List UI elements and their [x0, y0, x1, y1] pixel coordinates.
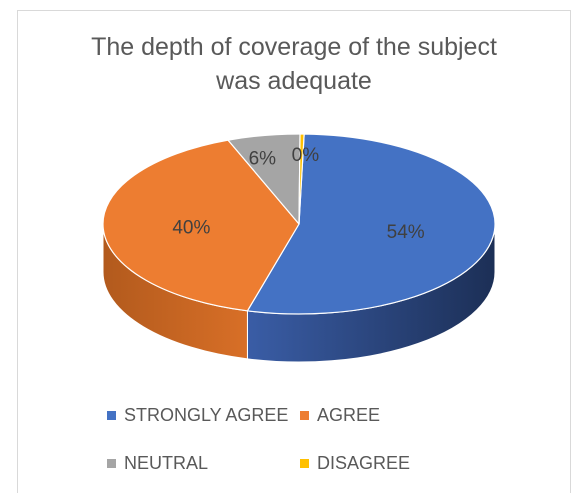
legend-swatch-agree: [300, 411, 309, 420]
data-label-agree: 40%: [172, 218, 210, 239]
legend-item-neutral: NEUTRAL: [107, 453, 208, 474]
legend-swatch-disagree: [300, 459, 309, 468]
legend-label-disagree: DISAGREE: [317, 453, 411, 473]
pie-slice-agree: [102, 139, 300, 312]
legend-item-agree: AGREE: [300, 405, 380, 426]
data-label-strongly-agree: 54%: [387, 222, 425, 243]
legend-swatch-strongly-agree: [107, 411, 116, 420]
legend-swatch-neutral: [107, 459, 116, 468]
data-label-disagree: 0%: [292, 145, 320, 166]
pie-slice-strongly-agree: [246, 133, 496, 315]
legend-label-strongly-agree: STRONGLY AGREE: [124, 405, 289, 425]
data-label-neutral: 6%: [249, 149, 277, 170]
legend-label-neutral: NEUTRAL: [124, 453, 209, 473]
chart-title-line-1: The depth of coverage of the subject: [91, 33, 497, 61]
legend-label-agree: AGREE: [317, 405, 381, 425]
chart-title-line-2: was adequate: [216, 67, 372, 95]
legend-item-disagree: DISAGREE: [300, 453, 410, 474]
chart-title: The depth of coverage of the subject was…: [17, 30, 571, 98]
pie-slice-disagree: [298, 133, 305, 225]
legend-item-strongly-agree: STRONGLY AGREE: [107, 405, 288, 426]
